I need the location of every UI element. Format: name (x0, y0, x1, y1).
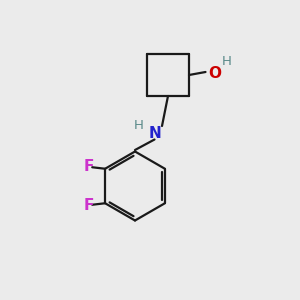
Text: N: N (148, 126, 161, 141)
Text: F: F (83, 159, 94, 174)
Text: H: H (222, 55, 232, 68)
Text: H: H (134, 118, 144, 132)
Text: O: O (208, 66, 221, 81)
Text: F: F (83, 198, 94, 213)
